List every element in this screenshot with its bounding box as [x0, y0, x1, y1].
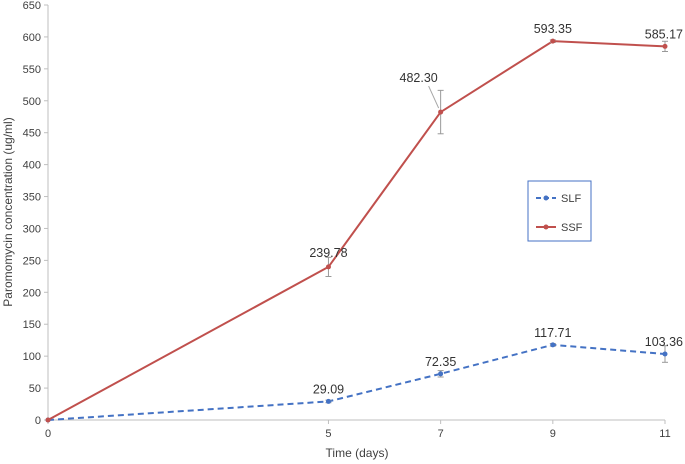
legend-label-ssf: SSF — [561, 222, 583, 234]
x-axis-title: Time (days) — [326, 446, 389, 460]
data-point — [325, 398, 331, 404]
legend-marker — [543, 224, 549, 230]
data-point — [550, 38, 556, 44]
y-tick-label: 300 — [23, 223, 41, 235]
data-point — [45, 417, 51, 423]
y-tick-label: 650 — [23, 0, 41, 12]
x-tick-label: 7 — [438, 428, 444, 440]
data-point — [662, 351, 668, 357]
legend-label-slf: SLF — [561, 193, 581, 205]
y-tick-label: 0 — [35, 415, 41, 427]
y-tick-label: 250 — [23, 255, 41, 267]
data-point — [438, 371, 444, 377]
y-axis-title: Paromomycin concentration (ug/ml) — [1, 117, 15, 306]
y-tick-label: 600 — [23, 32, 41, 44]
y-tick-label: 550 — [23, 64, 41, 76]
data-label: 29.09 — [313, 382, 344, 396]
legend: SLF SSF — [527, 180, 592, 242]
x-tick-label: 0 — [45, 428, 51, 440]
label-leader-line — [428, 85, 440, 109]
data-point — [662, 43, 668, 49]
y-tick-label: 350 — [23, 192, 41, 204]
data-point — [550, 342, 556, 348]
data-label: 593.35 — [534, 22, 572, 36]
x-tick-label: 11 — [659, 428, 670, 440]
y-tick-label: 50 — [29, 383, 41, 395]
x-tick-label: 5 — [325, 428, 331, 440]
series-line-slf — [47, 343, 666, 421]
data-label: 103.36 — [645, 335, 683, 349]
y-tick-label: 400 — [23, 160, 41, 172]
y-tick-label: 500 — [23, 96, 41, 108]
data-label: 72.35 — [425, 355, 456, 369]
y-tick-label: 200 — [23, 287, 41, 299]
axes: 0 50 100 150 200 250 300 350 400 450 500 550 600 650 0… — [23, 0, 671, 440]
y-tick-label: 100 — [23, 351, 41, 363]
x-tick-label: 9 — [550, 428, 556, 440]
data-label: 117.71 — [534, 326, 571, 340]
legend-marker — [543, 195, 549, 201]
series-layer — [45, 38, 668, 423]
data-labels: 29.09 72.35 117.71 103.36 239.78 482.30 593.35… — [309, 22, 683, 396]
legend-box — [527, 180, 592, 242]
y-tick-label: 450 — [23, 128, 41, 140]
y-tick-label: 150 — [23, 319, 41, 331]
data-label: 585.17 — [645, 27, 683, 41]
data-label: 482.30 — [400, 71, 438, 85]
data-point — [325, 264, 331, 270]
data-label: 239.78 — [309, 246, 347, 260]
data-point — [438, 109, 444, 115]
